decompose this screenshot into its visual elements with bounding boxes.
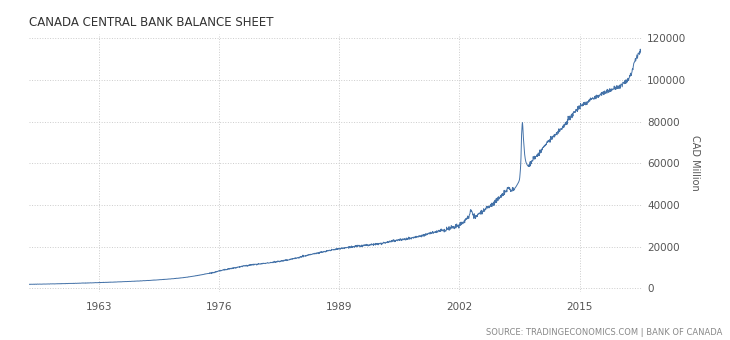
Text: CANADA CENTRAL BANK BALANCE SHEET: CANADA CENTRAL BANK BALANCE SHEET bbox=[29, 16, 274, 29]
Text: SOURCE: TRADINGECONOMICS.COM | BANK OF CANADA: SOURCE: TRADINGECONOMICS.COM | BANK OF C… bbox=[486, 328, 723, 337]
Y-axis label: CAD Million: CAD Million bbox=[691, 135, 700, 191]
